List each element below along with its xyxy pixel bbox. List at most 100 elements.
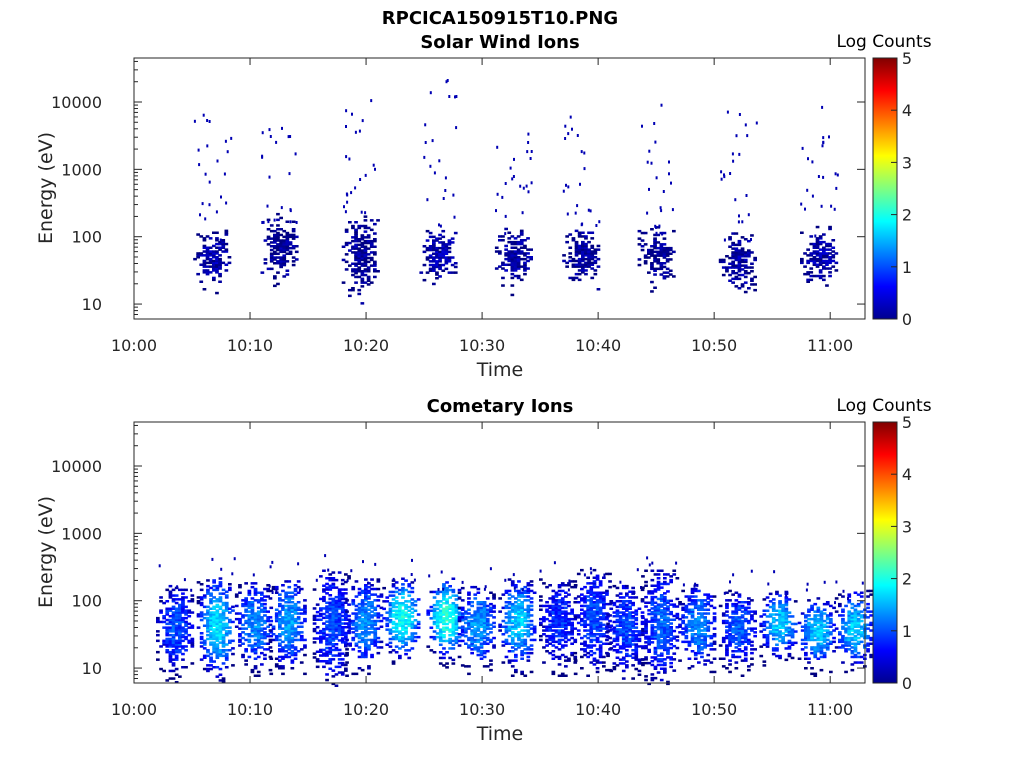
heatmap-cell <box>385 628 389 631</box>
heatmap-cell <box>575 241 579 244</box>
heatmap-cell <box>219 674 223 677</box>
heatmap-cell <box>345 610 349 613</box>
heatmap-cell <box>269 620 273 623</box>
heatmap-cell <box>486 609 490 612</box>
heatmap-cell <box>313 622 317 625</box>
heatmap-cell <box>498 629 502 632</box>
heatmap-cell <box>429 245 433 248</box>
heatmap-cell <box>568 277 572 280</box>
colorbar-tick-label: 0 <box>902 310 912 329</box>
heatmap-cell <box>660 209 662 212</box>
heatmap-cell <box>825 284 829 287</box>
heatmap-cell <box>530 605 534 608</box>
heatmap-cell <box>370 578 374 581</box>
heatmap-cell <box>278 593 282 596</box>
heatmap-cell <box>370 593 374 596</box>
heatmap-cell <box>351 631 355 634</box>
heatmap-cell <box>348 221 352 224</box>
heatmap-cell <box>634 617 638 620</box>
heatmap-cell <box>710 622 714 625</box>
heatmap-cell <box>514 654 518 657</box>
heatmap-cell <box>335 579 339 582</box>
heatmap-cell <box>392 660 396 663</box>
heatmap-cell <box>750 283 754 286</box>
heatmap-cell <box>370 631 374 634</box>
heatmap-cell <box>260 663 264 666</box>
heatmap-cell <box>564 137 566 140</box>
heatmap-cell <box>520 239 524 242</box>
heatmap-cell <box>700 656 704 659</box>
heatmap-cell <box>750 266 754 269</box>
heatmap-cell <box>477 607 481 610</box>
heatmap-cell <box>539 639 543 642</box>
heatmap-cell <box>430 610 434 613</box>
heatmap-cell <box>395 606 399 609</box>
heatmap-cell <box>344 602 348 605</box>
heatmap-cell <box>713 671 717 674</box>
x-tick-label: 11:00 <box>807 336 853 355</box>
heatmap-cell <box>286 260 290 263</box>
heatmap-cell <box>608 573 612 576</box>
heatmap-cell <box>496 146 498 149</box>
heatmap-cell <box>438 234 442 237</box>
heatmap-cell <box>672 573 676 576</box>
heatmap-cell <box>332 583 336 586</box>
heatmap-cell <box>828 248 832 251</box>
heatmap-cell <box>498 597 502 600</box>
heatmap-cell <box>355 673 359 676</box>
heatmap-cell <box>486 650 490 653</box>
heatmap-cell <box>641 239 645 242</box>
heatmap-cell <box>270 565 272 568</box>
heatmap-cell <box>599 592 603 595</box>
heatmap-cell <box>725 603 729 606</box>
heatmap-cell <box>281 673 285 676</box>
heatmap-cell <box>685 616 689 619</box>
colorbar-tick-label: 5 <box>902 49 912 68</box>
heatmap-cell <box>490 567 492 570</box>
heatmap-cell <box>834 208 836 211</box>
heatmap-cell <box>438 264 442 267</box>
heatmap-cell <box>470 601 474 604</box>
heatmap-cell <box>345 599 349 602</box>
heatmap-cell <box>511 241 515 244</box>
heatmap-cell <box>292 264 296 267</box>
heatmap-cell <box>269 176 271 179</box>
heatmap-cell <box>691 665 695 668</box>
heatmap-cell <box>508 601 512 604</box>
heatmap-cell <box>486 618 490 621</box>
heatmap-cell <box>691 595 695 598</box>
heatmap-cell <box>423 156 425 159</box>
heatmap-cell <box>417 598 421 601</box>
heatmap-cell <box>345 268 349 271</box>
heatmap-cell <box>244 659 248 662</box>
heatmap-cell <box>581 232 585 235</box>
heatmap-cell <box>691 650 695 653</box>
heatmap-cell <box>809 258 813 261</box>
heatmap-cell <box>634 596 638 599</box>
heatmap-cell <box>595 224 597 227</box>
heatmap-cell <box>395 651 399 654</box>
heatmap-cell <box>225 248 229 251</box>
heatmap-cell <box>359 178 361 181</box>
heatmap-cell <box>654 141 656 144</box>
heatmap-cell <box>552 650 556 653</box>
heatmap-cell <box>602 665 606 668</box>
heatmap-cell <box>750 234 754 237</box>
heatmap-cell <box>361 285 365 288</box>
heatmap-cell <box>222 592 226 595</box>
heatmap-cell <box>467 609 471 612</box>
heatmap-cell <box>235 605 239 608</box>
heatmap-cell <box>672 669 676 672</box>
heatmap-cell <box>634 626 638 629</box>
heatmap-cell <box>589 639 593 642</box>
heatmap-cell <box>681 641 685 644</box>
heatmap-cell <box>581 150 583 153</box>
heatmap-cell <box>263 643 267 646</box>
heatmap-cell <box>728 590 732 593</box>
heatmap-cell <box>401 583 405 586</box>
heatmap-cell <box>467 597 471 600</box>
heatmap-cell <box>514 587 516 590</box>
heatmap-cell <box>254 588 258 591</box>
heatmap-cell <box>325 624 329 627</box>
heatmap-cell <box>385 596 389 599</box>
